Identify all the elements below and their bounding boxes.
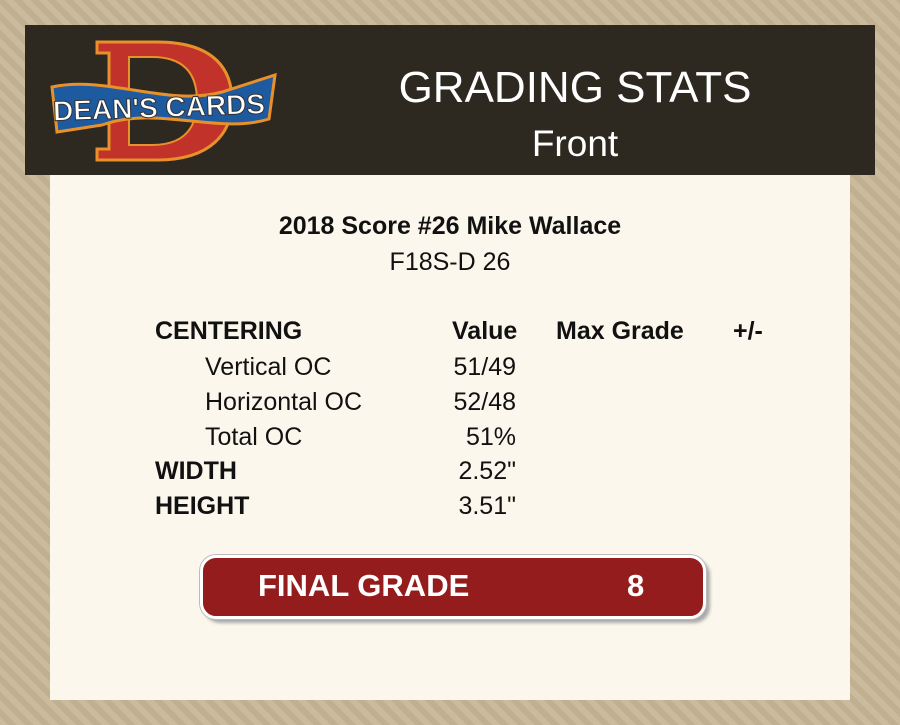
value-header: Value	[452, 317, 518, 345]
centering-header: CENTERING	[155, 317, 303, 345]
final-grade-label: FINAL GRADE	[258, 568, 470, 603]
row-value: 51%	[465, 423, 516, 451]
stats-panel: 2018 Score #26 Mike Wallace F18S-D 26 CE…	[50, 175, 850, 700]
row-value: 52/48	[453, 388, 516, 416]
row-label: Total OC	[205, 423, 303, 451]
page-subtitle: Front	[531, 123, 619, 164]
page-title: GRADING STATS	[398, 63, 752, 112]
row-value: 3.51"	[458, 492, 516, 520]
row-label: WIDTH	[155, 457, 237, 485]
row-label: Vertical OC	[205, 353, 332, 381]
card-code: F18S-D 26	[389, 248, 511, 276]
row-value: 2.52"	[458, 457, 516, 485]
header-banner: DEAN'S CARDS GRADING STATS Front	[25, 25, 875, 175]
plus-minus-header: +/-	[733, 317, 763, 345]
row-label: HEIGHT	[155, 492, 250, 520]
row-label: Horizontal OC	[205, 388, 362, 416]
card-name: 2018 Score #26 Mike Wallace	[278, 212, 622, 240]
final-grade-value: 8	[627, 568, 645, 603]
final-grade-box: FINAL GRADE 8	[200, 555, 706, 619]
svg-text:DEAN'S CARDS: DEAN'S CARDS	[53, 88, 266, 126]
deans-cards-logo: DEAN'S CARDS	[50, 40, 277, 162]
row-value: 51/49	[453, 353, 516, 381]
max-grade-header: Max Grade	[556, 317, 684, 345]
